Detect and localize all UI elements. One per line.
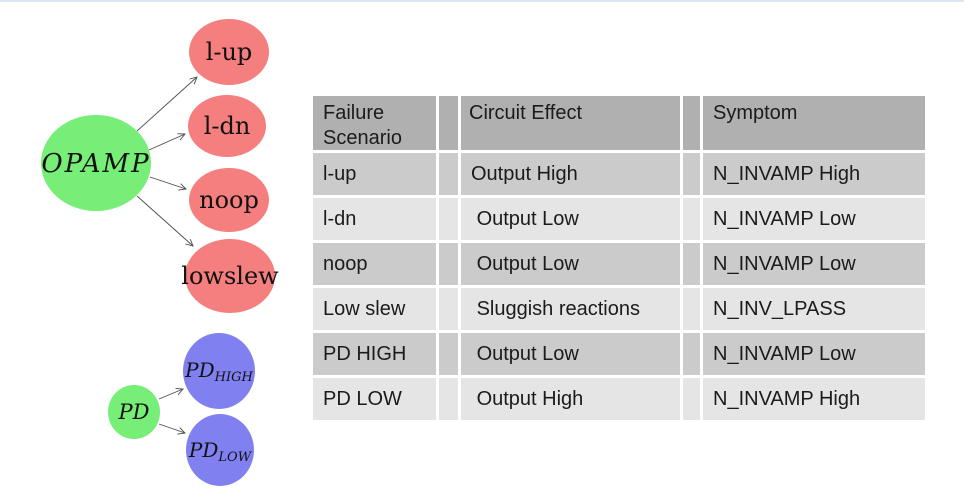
header-spacer (439, 96, 458, 150)
header-spacer (683, 96, 700, 150)
edge-pd-pdhigh-arrow (158, 389, 183, 400)
edge-pd-pdlow-arrow (158, 423, 185, 433)
node-noop-label: noop (199, 186, 259, 214)
cell-spacer (439, 333, 458, 375)
cell-spacer (683, 288, 700, 330)
cell-spacer (439, 288, 458, 330)
node-l-up (189, 19, 269, 85)
cell-effect: Output High (461, 378, 680, 420)
header-symptom: Symptom (703, 96, 925, 150)
cell-scenario: Low slew (313, 288, 436, 330)
cell-symptom: N_INV_LPASS (703, 288, 925, 330)
cell-effect: Output Low (461, 333, 680, 375)
cell-effect: Output High (461, 153, 680, 195)
node-opamp (41, 115, 151, 211)
cell-scenario: l-dn (313, 198, 436, 240)
cell-spacer (683, 198, 700, 240)
node-pd-low (186, 414, 254, 486)
cell-symptom: N_INVAMP High (703, 378, 925, 420)
node-pd-low-label: PDLOW (188, 438, 253, 465)
cell-spacer (683, 333, 700, 375)
node-pd-label: PD (118, 400, 150, 424)
table-row-l-dn: l-dn Output Low N_INVAMP Low (313, 198, 925, 240)
cell-scenario: PD LOW (313, 378, 436, 420)
cell-spacer (683, 243, 700, 285)
cell-effect: Output Low (461, 243, 680, 285)
node-l-dn-label: l-dn (204, 112, 251, 140)
node-pd-high-label: PDHIGH (184, 358, 253, 385)
cell-symptom: N_INVAMP High (703, 153, 925, 195)
cell-scenario: PD HIGH (313, 333, 436, 375)
table-row-pd-high: PD HIGH Output Low N_INVAMP Low (313, 333, 925, 375)
table-header-row: Failure Scenario Circuit Effect Symptom (313, 96, 925, 150)
table-row-l-up: l-up Output High N_INVAMP High (313, 153, 925, 195)
table-row-low-slew: Low slew Sluggish reactions N_INV_LPASS (313, 288, 925, 330)
node-l-dn (188, 95, 266, 157)
cell-effect: Output Low (461, 198, 680, 240)
table-row-noop: noop Output Low N_INVAMP Low (313, 243, 925, 285)
cell-symptom: N_INVAMP Low (703, 333, 925, 375)
cell-effect: Sluggish reactions (461, 288, 680, 330)
cell-symptom: N_INVAMP Low (703, 198, 925, 240)
failure-scenario-table: Failure Scenario Circuit Effect Symptom … (313, 96, 925, 423)
cell-spacer (439, 153, 458, 195)
node-pd-high (183, 333, 255, 409)
cell-scenario: noop (313, 243, 436, 285)
top-edge-artifact (0, 0, 964, 2)
cell-scenario: l-up (313, 153, 436, 195)
edge-opamp-ldn-arrow (148, 134, 185, 151)
node-opamp-label: OPAMP (41, 149, 150, 179)
cell-symptom: N_INVAMP Low (703, 243, 925, 285)
cell-spacer (683, 153, 700, 195)
edge-opamp-noop-arrow (149, 176, 186, 189)
header-circuit-effect: Circuit Effect (461, 96, 680, 150)
cell-spacer (439, 378, 458, 420)
header-failure-scenario: Failure Scenario (313, 96, 436, 150)
fault-tree-diagram: OPAMP l-up l-dn noop lowslew PD PDHIGH P… (41, 19, 279, 486)
cell-spacer (683, 378, 700, 420)
edge-opamp-lowslew-arrow (136, 195, 193, 246)
edge-opamp-lup-arrow (136, 77, 197, 132)
table-row-pd-low: PD LOW Output High N_INVAMP High (313, 378, 925, 420)
node-l-up-label: l-up (206, 38, 253, 66)
node-lowslew (185, 239, 275, 313)
cell-spacer (439, 243, 458, 285)
node-lowslew-label: lowslew (181, 262, 279, 290)
node-noop (189, 168, 269, 232)
node-pd (108, 385, 160, 439)
cell-spacer (439, 198, 458, 240)
